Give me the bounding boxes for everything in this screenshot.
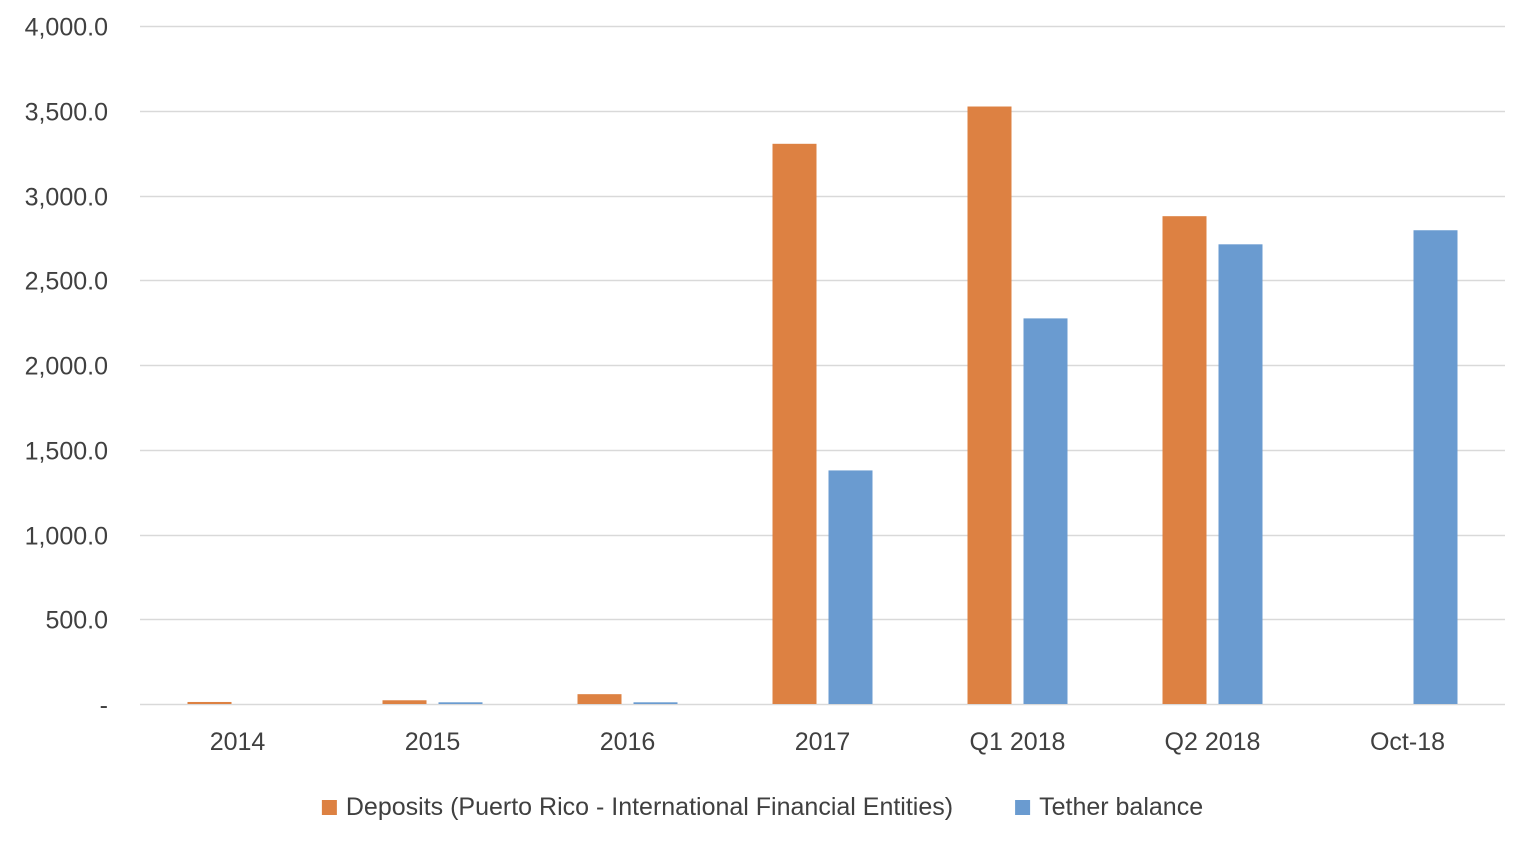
bars [187, 106, 1458, 705]
x-tick-label: 2017 [795, 728, 851, 756]
y-tick-label: - [100, 692, 108, 720]
y-tick-label: 2,500.0 [25, 268, 108, 296]
bar [1413, 230, 1458, 704]
bar [438, 702, 483, 704]
y-tick-label: 3,500.0 [25, 99, 108, 127]
legend-label: Deposits (Puerto Rico - International Fi… [346, 793, 953, 821]
x-axis-tick-labels: 2014 2015 2016 2017 Q1 2018 Q2 2018 Oct-18 [210, 728, 1445, 756]
y-tick-label: 4,000.0 [25, 14, 108, 42]
legend-swatch [321, 800, 337, 815]
bar [1218, 244, 1263, 705]
legend-item: Deposits (Puerto Rico - International Fi… [321, 793, 953, 821]
x-tick-label: 2015 [405, 728, 461, 756]
y-tick-label: 2,000.0 [25, 353, 108, 381]
y-axis-tick-labels: - 500.0 1,000.0 1,500.0 2,000.0 2,500.0 3,000.… [25, 14, 108, 720]
bar [1162, 216, 1207, 704]
bar [187, 701, 232, 704]
y-tick-label: 1,000.0 [25, 523, 108, 551]
bar [772, 143, 817, 705]
x-tick-label: 2014 [210, 728, 266, 756]
bar [1023, 318, 1068, 704]
x-tick-label: Oct-18 [1370, 728, 1445, 756]
bar [633, 702, 678, 704]
legend-swatch [1015, 800, 1031, 815]
x-tick-label: Q2 2018 [1165, 728, 1261, 756]
legend-item: Tether balance [1015, 793, 1203, 821]
bar [577, 694, 622, 704]
x-tick-label: Q1 2018 [970, 728, 1066, 756]
bar [828, 470, 873, 704]
bar [382, 700, 427, 704]
y-tick-label: 3,000.0 [25, 184, 108, 212]
legend: Deposits (Puerto Rico - International Fi… [321, 793, 1203, 821]
x-tick-label: 2016 [600, 728, 656, 756]
y-tick-label: 1,500.0 [25, 438, 108, 466]
y-tick-label: 500.0 [45, 607, 108, 635]
bar [967, 106, 1012, 704]
legend-label: Tether balance [1039, 793, 1203, 821]
gridlines [140, 25, 1505, 706]
